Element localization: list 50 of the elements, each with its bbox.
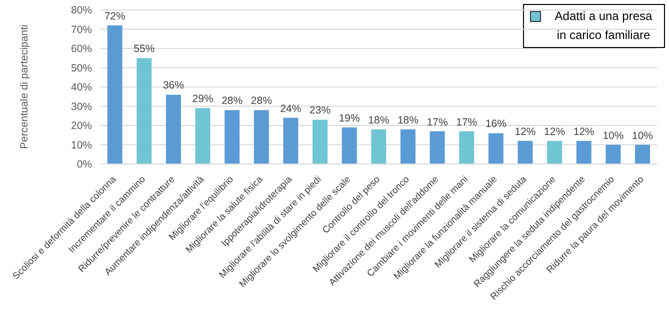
- data-label: 16%: [485, 118, 506, 130]
- data-label: 12%: [544, 126, 566, 138]
- legend-box: Adatti a una presa in carico familiare: [523, 4, 665, 48]
- bar: [576, 140, 592, 164]
- bar: [254, 110, 269, 164]
- data-label: 28%: [250, 95, 272, 108]
- data-label: 24%: [280, 102, 302, 115]
- bar: [547, 140, 562, 164]
- y-tick-label: 30%: [70, 100, 92, 113]
- data-label: 72%: [104, 10, 126, 22]
- y-tick-label: 20%: [70, 120, 92, 132]
- data-label: 55%: [134, 43, 155, 56]
- y-tick-label: 60%: [70, 43, 92, 56]
- bar: [312, 120, 328, 164]
- data-label: 10%: [632, 130, 654, 142]
- bar: [195, 108, 210, 164]
- bar: [224, 110, 240, 164]
- bar: [606, 144, 621, 164]
- bar: [488, 133, 504, 164]
- data-label: 17%: [456, 116, 478, 128]
- data-label: 10%: [602, 130, 624, 142]
- bar: [342, 127, 357, 164]
- data-label: 23%: [310, 104, 331, 117]
- y-tick-label: 10%: [70, 139, 92, 152]
- bar: [459, 131, 474, 164]
- bar: [136, 58, 152, 164]
- bar: [371, 129, 386, 164]
- data-label: 18%: [368, 114, 390, 126]
- bar: [430, 131, 445, 164]
- bar: [283, 118, 298, 164]
- y-tick-label: 70%: [70, 24, 92, 36]
- bar: [635, 144, 650, 164]
- data-label: 12%: [573, 126, 594, 138]
- data-label: 28%: [222, 95, 243, 108]
- y-tick-label: 80%: [70, 4, 92, 17]
- bar: [400, 129, 416, 164]
- bar: [518, 140, 533, 164]
- data-label: 36%: [162, 80, 184, 92]
- y-tick-label: 40%: [70, 82, 92, 94]
- y-tick-label: 0%: [76, 158, 92, 171]
- data-label: 29%: [192, 93, 214, 106]
- y-axis-title: Percentuale di partecipanti: [18, 24, 31, 149]
- bar: [166, 94, 181, 164]
- data-label: 19%: [338, 112, 360, 124]
- bar: [107, 25, 122, 164]
- data-label: 12%: [514, 126, 536, 138]
- data-label: 18%: [397, 114, 418, 126]
- data-label: 17%: [426, 116, 448, 128]
- y-tick-label: 50%: [70, 62, 92, 74]
- legend-label: Adatti a una presa in carico familiare: [554, 8, 654, 44]
